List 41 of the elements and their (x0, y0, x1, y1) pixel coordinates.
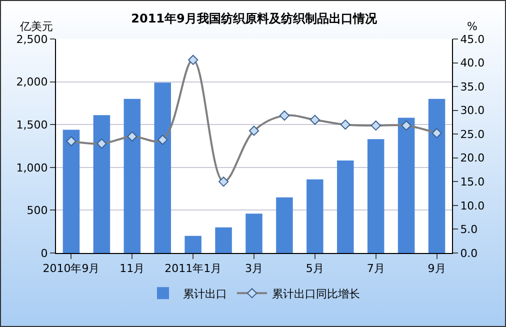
bar (428, 98, 446, 253)
y2-tick-label: 30.0 (460, 104, 485, 118)
y2-tick-label: 15.0 (460, 176, 485, 189)
bar (154, 82, 171, 253)
x-tick-label: 3月 (245, 262, 263, 276)
bar (398, 118, 415, 253)
bar (93, 115, 110, 253)
y-tick-label: 1,500 (16, 118, 48, 132)
bar (62, 130, 80, 253)
bar (337, 160, 354, 253)
x-tick-label: 7月 (366, 262, 385, 276)
chart-title: 2011年9月我国纺织原料及纺织制品出口情况 (131, 11, 378, 26)
bar (276, 197, 293, 253)
y-axis-title: 亿美元 (19, 20, 53, 33)
y2-tick-label: 20.0 (460, 152, 485, 165)
y-tick-label: 500 (26, 204, 48, 218)
bar (184, 236, 202, 253)
y-tick-label: 0 (40, 246, 48, 260)
bar (367, 139, 384, 253)
y2-tick-label: 25.0 (460, 128, 485, 141)
x-tick-label: 9月 (428, 262, 446, 276)
y2-tick-label: 35.0 (460, 80, 485, 94)
x-tick-label: 2011年1月 (164, 262, 222, 276)
y2-tick-label: 0.0 (460, 246, 478, 260)
x-tick-label: 5月 (306, 262, 324, 276)
y-tick-label: 2,000 (16, 76, 48, 89)
y2-tick-label: 5.0 (460, 223, 478, 236)
y2-axis-title: % (467, 20, 478, 33)
legend-label: 累计出口同比增长 (272, 287, 360, 300)
x-tick-label: 2010年9月 (42, 262, 100, 276)
bar (246, 214, 262, 253)
x-tick-label: 11月 (120, 262, 145, 276)
legend-label: 累计出口 (183, 287, 227, 300)
y-tick-label: 1,000 (16, 161, 48, 174)
bar (306, 179, 324, 253)
y2-tick-label: 10.0 (460, 199, 485, 212)
y2-tick-label: 45.0 (460, 32, 485, 46)
y-tick-label: 2,500 (16, 32, 48, 46)
bar (215, 227, 232, 253)
bar (124, 98, 141, 253)
y2-tick-label: 40.0 (460, 56, 485, 70)
